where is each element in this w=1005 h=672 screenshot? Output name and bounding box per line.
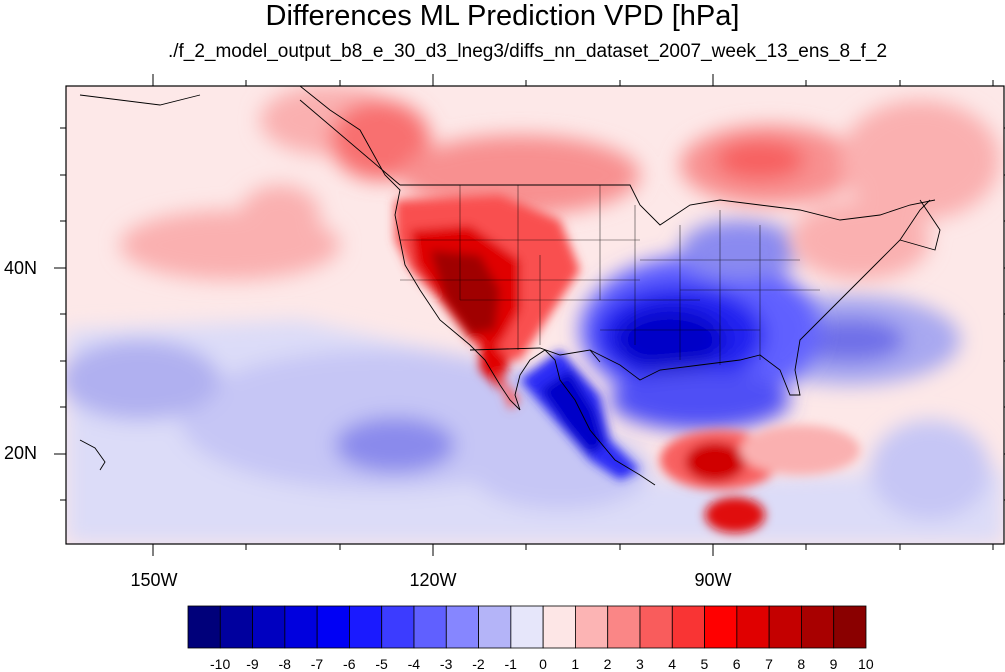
colorbar-swatch [833,605,867,649]
colorbar-swatch [381,605,415,649]
colorbar-label: 4 [668,656,677,672]
colorbar-label: -3 [439,656,453,672]
colorbar-swatch [510,605,544,649]
axis-ticks [54,74,1005,556]
colorbar-swatch [187,605,221,649]
colorbar-label: 2 [603,656,612,672]
colorbar-swatch [575,605,609,649]
colorbar-label: 0 [539,656,547,672]
colorbar-label: -9 [246,656,259,672]
colorbar-swatch [704,605,738,649]
colorbar-label: -7 [310,656,324,672]
colorbar-swatch [542,605,576,649]
colorbar-swatch [445,605,479,649]
colorbar-swatch [478,605,512,649]
map-title: Differences ML Prediction VPD [hPa] [265,0,740,32]
colorbar-swatch [413,605,447,649]
state-borders [400,185,820,365]
colorbar-swatch [607,605,641,649]
field-layer [66,86,1004,544]
colorbar-label: 9 [829,656,838,672]
colorbar-label: 7 [765,656,773,672]
lat-label-40n: 40N [4,258,38,278]
colorbar-label: -4 [407,656,421,672]
colorbar-label: -1 [504,656,517,672]
colorbar-label: 8 [797,656,806,672]
map-subtitle: ./f_2_model_output_b8_e_30_d3_lneg3/diff… [167,41,888,62]
colorbar-swatch [639,605,673,649]
colorbar-label: 10 [858,656,874,672]
colorbar-swatch [801,605,835,649]
colorbar-label: 1 [571,656,580,672]
colorbar-label: -6 [343,656,356,672]
plot-frame [65,85,1005,545]
colorbar-swatch [736,605,770,649]
colorbar-swatch [252,605,286,649]
lon-label-90w: 90W [694,570,732,590]
colorbar-label: 6 [732,656,741,672]
lat-label-20n: 20N [4,443,38,463]
colorbar-swatch [219,605,253,649]
colorbar [187,605,867,649]
colorbar-swatch [284,605,318,649]
coastline [79,86,941,486]
colorbar-label: -10 [210,656,231,672]
colorbar-swatch [671,605,705,649]
lon-label-120w: 120W [409,570,457,590]
colorbar-label: 5 [700,656,709,672]
colorbar-label: -8 [278,656,291,672]
colorbar-label: -2 [472,656,485,672]
colorbar-swatch [316,605,350,649]
colorbar-swatch [349,605,383,649]
colorbar-swatch [768,605,802,649]
lon-label-150w: 150W [130,570,178,590]
colorbar-label: -5 [375,656,388,672]
colorbar-label: 3 [635,656,644,672]
